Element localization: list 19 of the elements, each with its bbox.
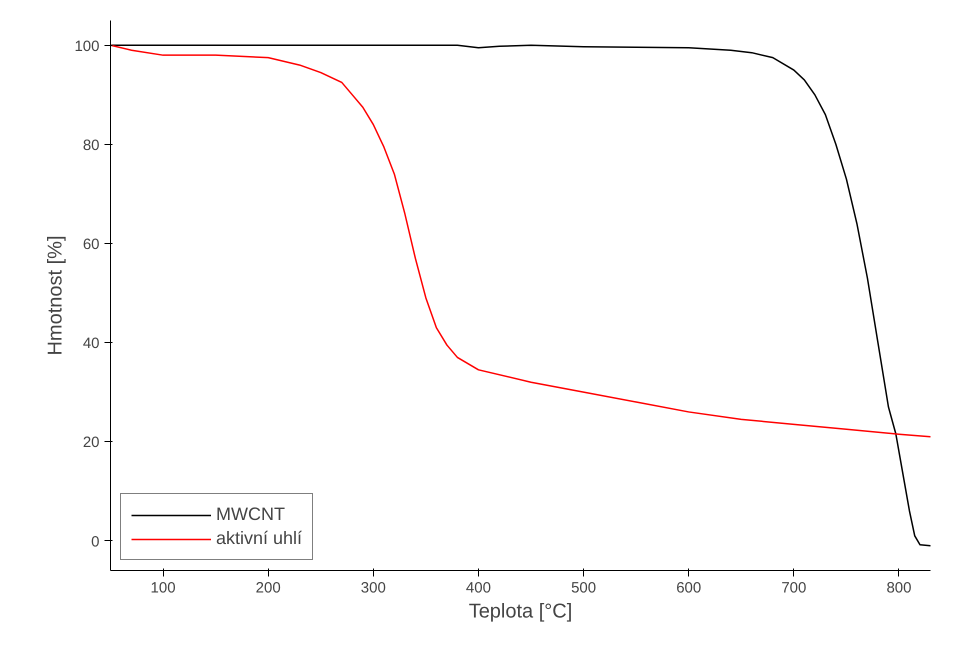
x-tick-label: 600 [676,580,702,596]
x-tick-label: 700 [781,580,806,596]
y-tick-label: 0 [91,533,100,550]
line-series [110,44,930,438]
x-axis-title: Teplota [°C] [468,600,572,622]
x-tick-label: 800 [886,580,912,596]
x-tick-label: 400 [466,580,491,596]
y-tick-label: 20 [82,434,100,452]
y-axis-title: Hmotnost [%] [44,235,66,356]
x-tick-label: 200 [256,580,281,596]
y-tick-label: 60 [82,236,100,253]
x-tick-label: 500 [571,580,596,596]
y-tick-label: 100 [74,38,100,55]
y-tick-label: 40 [82,335,100,352]
x-tick-label: 300 [360,580,386,596]
legend-label: aktivní uhlí [216,528,302,549]
x-tick-label: 100 [150,580,176,596]
legend-label: MWCNT [216,504,285,525]
y-tick-label: 80 [82,136,100,154]
